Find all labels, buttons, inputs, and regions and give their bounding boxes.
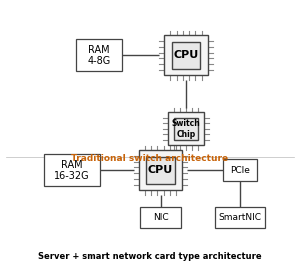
FancyBboxPatch shape: [146, 157, 175, 184]
Text: Server + smart network card type architecture: Server + smart network card type archite…: [38, 252, 262, 261]
Text: SmartNIC: SmartNIC: [218, 213, 262, 222]
FancyBboxPatch shape: [44, 154, 100, 186]
FancyBboxPatch shape: [172, 42, 200, 69]
Text: CPU: CPU: [173, 50, 199, 60]
Text: NIC: NIC: [153, 213, 168, 222]
Text: RAM
4-8G: RAM 4-8G: [87, 45, 111, 66]
FancyBboxPatch shape: [139, 150, 182, 191]
Text: Traditional switch architecture: Traditional switch architecture: [71, 154, 229, 163]
Text: PCIe: PCIe: [230, 166, 250, 175]
Text: CPU: CPU: [148, 165, 173, 175]
FancyBboxPatch shape: [174, 118, 198, 140]
Text: RAM
16-32G: RAM 16-32G: [54, 160, 90, 181]
FancyBboxPatch shape: [223, 159, 257, 181]
FancyBboxPatch shape: [168, 112, 204, 145]
Text: Switch
Chip: Switch Chip: [172, 119, 200, 138]
FancyBboxPatch shape: [215, 207, 265, 228]
FancyBboxPatch shape: [140, 207, 181, 228]
FancyBboxPatch shape: [164, 35, 208, 75]
FancyBboxPatch shape: [76, 39, 122, 71]
